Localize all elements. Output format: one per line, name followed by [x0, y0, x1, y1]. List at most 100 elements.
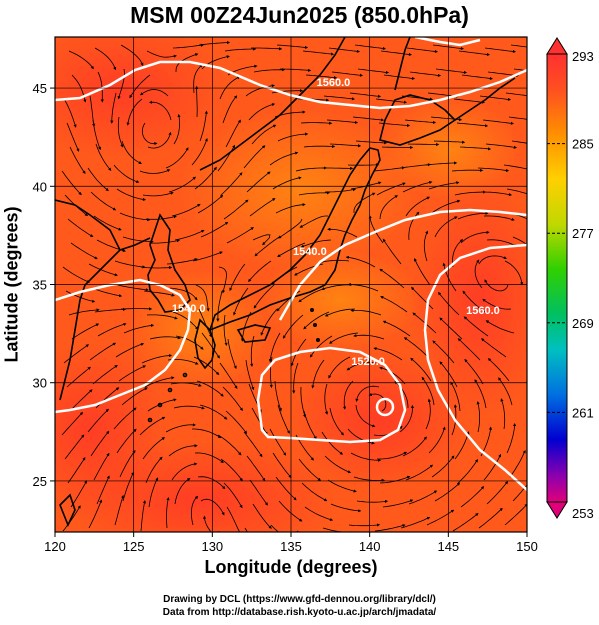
streamline [432, 340, 455, 364]
streamline [478, 255, 507, 265]
streamline [251, 47, 283, 51]
streamline [482, 298, 512, 310]
streamline [90, 191, 117, 211]
streamline [328, 47, 361, 53]
streamline [292, 362, 299, 394]
streamline [87, 408, 109, 433]
streamline [117, 116, 124, 148]
streamline [200, 221, 229, 238]
streamline [302, 50, 335, 56]
warm-patch [260, 250, 420, 350]
streamline [172, 43, 205, 49]
streamline [381, 145, 414, 150]
streamline [146, 50, 177, 58]
streamline [478, 507, 503, 529]
streamline [426, 509, 455, 526]
streamline [145, 456, 163, 484]
streamline [433, 140, 466, 144]
streamline [97, 71, 104, 103]
streamline [431, 199, 461, 214]
streamline [252, 503, 272, 529]
streamline [139, 416, 166, 436]
streamline [277, 132, 309, 142]
streamline [298, 458, 322, 481]
streamline [122, 236, 154, 244]
streamline [144, 376, 175, 388]
streamline [243, 431, 263, 458]
streamline [407, 142, 440, 147]
streamline [94, 47, 117, 71]
streamline [278, 218, 303, 239]
streamline [269, 356, 273, 389]
x-axis: 120 125 130 135 140 145 150 [44, 532, 538, 554]
streamline [324, 308, 356, 317]
streamline [90, 430, 110, 457]
streamline [113, 407, 137, 430]
streamline [425, 161, 458, 166]
y-tick-label: 45 [33, 81, 47, 96]
streamline [509, 449, 526, 478]
streamline [65, 290, 96, 303]
streamline [227, 338, 237, 370]
streamline [425, 398, 431, 430]
streamline [348, 523, 381, 527]
streamline [453, 98, 486, 104]
contour-label: 1520.0 [351, 356, 385, 368]
streamline [225, 410, 248, 435]
streamline [462, 290, 486, 313]
streamline [303, 410, 317, 440]
streamline [252, 234, 271, 246]
streamline [92, 119, 101, 151]
streamline [345, 255, 376, 268]
streamline [409, 71, 442, 78]
streamline [260, 308, 278, 336]
streamline [379, 195, 398, 220]
streamline [197, 194, 224, 214]
contour-label: 1560.0 [317, 77, 351, 89]
streamline [304, 506, 334, 521]
streamline [272, 452, 292, 479]
streamline [114, 260, 146, 269]
streamline [246, 171, 271, 193]
streamline [174, 229, 205, 241]
streamline [222, 95, 238, 124]
streamline [93, 452, 110, 481]
colorbar-tick-label: 293 [572, 49, 594, 64]
streamline [368, 215, 384, 244]
streamline [143, 290, 175, 297]
streamline [70, 242, 98, 260]
streamline [452, 239, 464, 268]
x-tick-label: 130 [201, 539, 223, 554]
streamline [269, 428, 287, 456]
credit-drawing: Drawing by DCL (https://www.gfd-dennou.o… [163, 594, 436, 605]
streamline [376, 182, 406, 196]
streamline [346, 362, 377, 371]
colorbar-tick-label: 277 [572, 226, 594, 241]
streamline [175, 335, 204, 350]
streamline [270, 524, 280, 532]
streamline [324, 455, 352, 474]
contour-label: 1540.0 [293, 246, 327, 258]
streamline [485, 320, 515, 334]
streamline [300, 239, 332, 248]
streamline [482, 119, 515, 125]
streamline [194, 452, 224, 464]
colorbar-tick-label: 269 [572, 316, 594, 331]
hot-patch [410, 180, 527, 420]
colorbar-tick-label: 253 [572, 506, 594, 521]
streamline [116, 428, 137, 454]
streamline [450, 381, 461, 412]
streamline [166, 496, 170, 529]
streamline [147, 131, 172, 149]
streamline [474, 379, 487, 409]
x-axis-label: Longitude (degrees) [204, 557, 378, 577]
streamline [300, 386, 307, 418]
streamline [220, 458, 243, 482]
streamline [410, 357, 432, 382]
x-tick-label: 120 [44, 539, 66, 554]
streamline [500, 398, 506, 430]
y-axis-label: Latitude (degrees) [1, 206, 22, 363]
contour-ring [375, 397, 395, 417]
streamline [379, 366, 406, 385]
